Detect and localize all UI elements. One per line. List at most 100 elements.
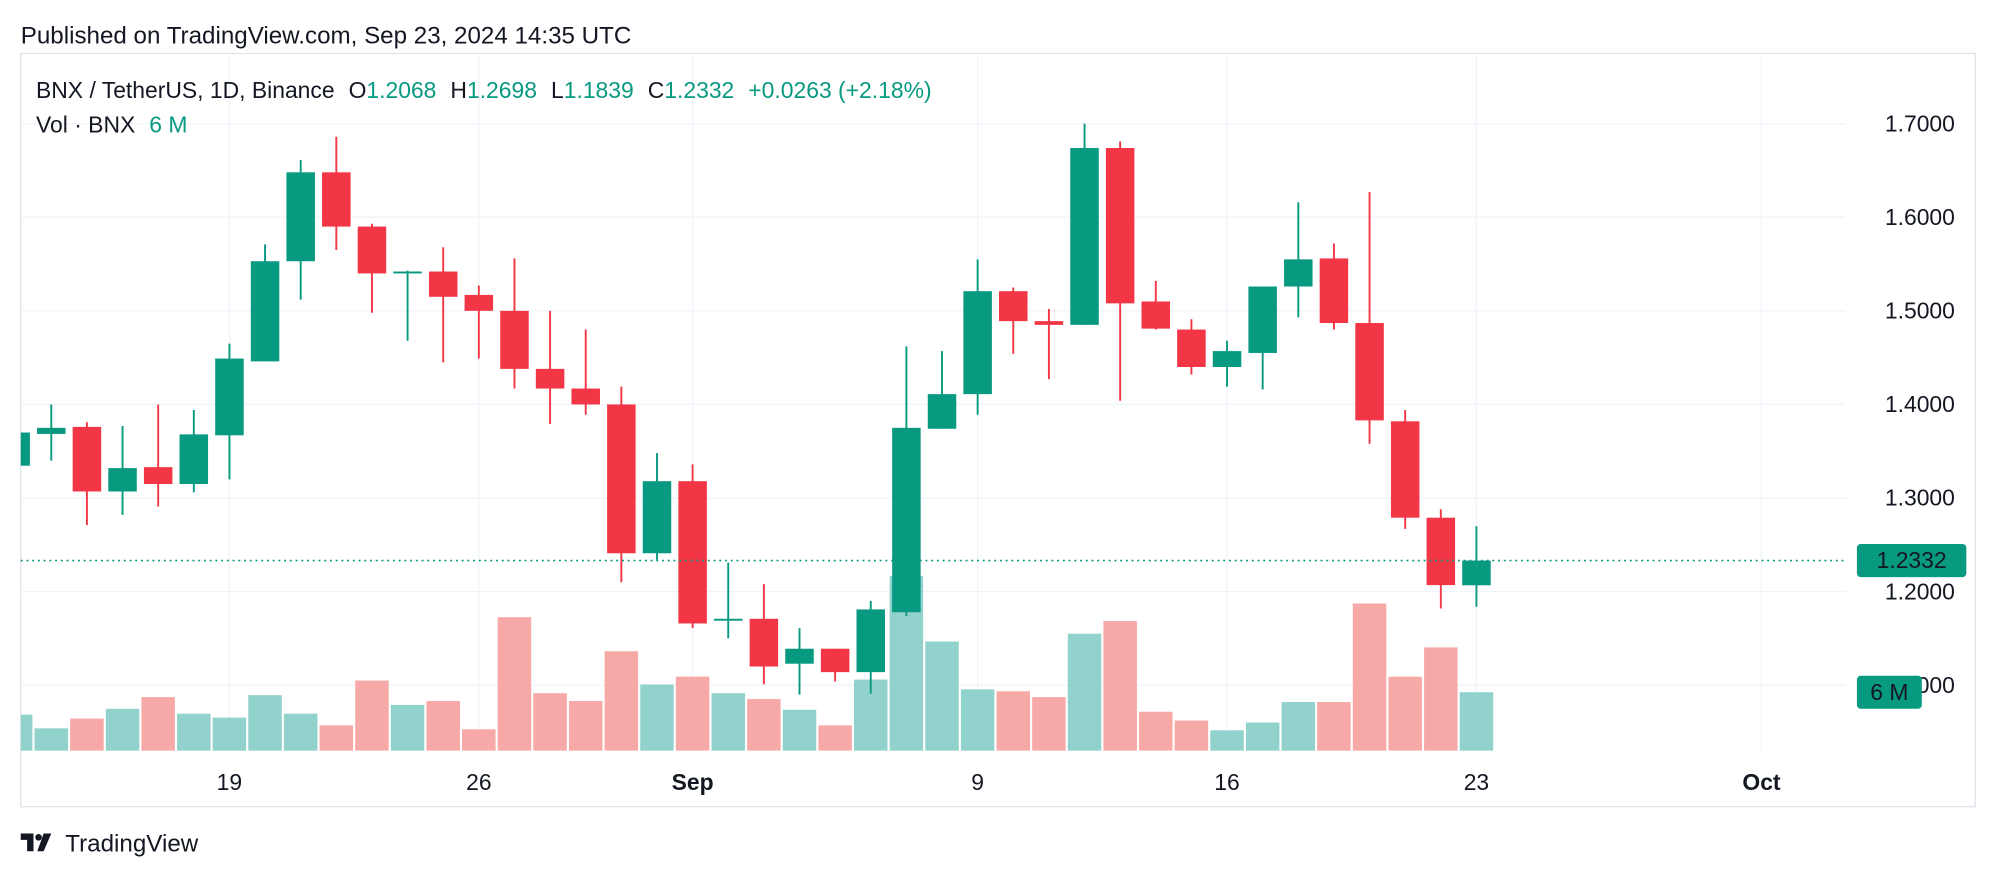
volume-bar <box>283 713 318 751</box>
candle-body <box>108 468 137 492</box>
volume-bar <box>1032 697 1066 751</box>
x-tick-label: 19 <box>217 769 242 795</box>
volume-legend: Vol · BNX 6 M <box>36 111 187 137</box>
tradingview-logo <box>20 833 52 852</box>
candle-body <box>535 368 565 389</box>
volume-bar <box>1281 701 1316 751</box>
volume-bar <box>319 725 354 751</box>
candle-body <box>856 609 886 673</box>
volume-bar <box>1103 621 1137 751</box>
volume-bar <box>711 693 745 751</box>
volume-bar <box>675 676 710 751</box>
candle-body <box>1426 517 1456 586</box>
candle-body <box>1034 321 1064 325</box>
volume-bar <box>497 617 532 751</box>
ohlc-label: L <box>551 77 564 103</box>
volume-bar <box>141 697 175 751</box>
volume-bar <box>1139 711 1173 751</box>
candle-body <box>143 467 173 484</box>
x-tick-label: Sep <box>672 769 714 795</box>
volume-tag-label: 6 M <box>1870 679 1908 705</box>
candle-body <box>713 618 743 621</box>
volume-bar <box>1388 676 1422 751</box>
candle-body <box>820 648 850 673</box>
candle-body <box>571 388 600 405</box>
axis-layer: 1926Sep91623Oct1.10001.20001.30001.40001… <box>20 110 1967 795</box>
volume-bar <box>248 695 282 751</box>
candle-body <box>927 394 957 429</box>
volume-bar <box>355 680 389 751</box>
volume-bar <box>390 704 425 751</box>
last-price-tag <box>1856 544 1967 578</box>
volume-bar <box>1459 692 1494 751</box>
volume-bar <box>604 651 639 751</box>
ohlc-label: C <box>648 77 665 103</box>
x-tick-label: 23 <box>1464 769 1489 795</box>
volume-bar <box>426 701 460 751</box>
volume-bar <box>568 701 603 751</box>
volume-bar <box>925 641 959 751</box>
candle-body <box>500 310 529 369</box>
candle-body <box>179 434 209 484</box>
volume-bar <box>533 693 567 751</box>
candle-body <box>1319 258 1349 324</box>
volume-bar <box>462 729 496 751</box>
volume-bar <box>782 709 817 751</box>
candle-body <box>322 172 351 227</box>
volume-bar <box>20 714 33 751</box>
candle-body <box>1284 259 1313 287</box>
volume-bar <box>1067 633 1102 751</box>
volume-bar <box>1352 603 1387 751</box>
volume-bar <box>1174 720 1209 751</box>
y-tick-label: 1.7000 <box>1885 110 1955 136</box>
volume-bar <box>212 717 247 751</box>
volume-bar <box>1317 701 1351 751</box>
volume-bar <box>640 684 674 751</box>
footer-brand: TradingView <box>65 830 198 857</box>
candle-body <box>892 427 921 613</box>
volume-bar <box>1245 722 1280 751</box>
candle-body <box>1212 351 1242 367</box>
volume-bar <box>1210 730 1244 751</box>
change-text: +0.0263 (+2.18%) <box>748 77 931 103</box>
volume-title: Vol · BNX <box>36 111 135 137</box>
volume-tag <box>1856 675 1922 709</box>
candle-body <box>1105 147 1135 304</box>
candle-body <box>749 618 779 667</box>
candle-body <box>393 271 422 274</box>
volume-layer <box>20 576 1494 751</box>
x-tick-label: Oct <box>1742 769 1781 795</box>
candle-body <box>357 226 387 274</box>
candle-body <box>286 172 315 262</box>
volume-bar <box>105 708 140 751</box>
candle-body <box>250 261 280 362</box>
ohlc-value: 1.2698 <box>467 77 537 103</box>
last-price-label: 1.2332 <box>1877 547 1947 573</box>
x-tick-label: 9 <box>971 769 984 795</box>
y-tick-label: 1.3000 <box>1885 485 1955 511</box>
candle-layer <box>20 123 1491 695</box>
volume-bar <box>818 725 852 751</box>
volume-bar <box>1424 647 1458 751</box>
legend-line: BNX / TetherUS, 1D, Binance O1.2068 H1.2… <box>36 77 932 103</box>
candle-body <box>1070 147 1099 325</box>
candle-body <box>1462 560 1491 586</box>
candle-body <box>1141 301 1171 329</box>
candle-body <box>20 432 30 466</box>
candle-body <box>785 648 814 664</box>
x-tick-label: 26 <box>466 769 491 795</box>
ohlc-value: 1.1839 <box>564 77 634 103</box>
ohlc-label: O <box>349 77 367 103</box>
ohlc-label: H <box>450 77 467 103</box>
ohlc-value: 1.2332 <box>664 77 734 103</box>
candle-body <box>642 481 672 554</box>
volume-bar <box>177 713 211 751</box>
published-line: Published on TradingView.com, Sep 23, 20… <box>21 22 632 49</box>
chart-frame <box>20 52 1976 808</box>
candle-body <box>1177 329 1206 367</box>
candle-body <box>428 271 458 297</box>
candle-body <box>999 291 1028 322</box>
volume-bar <box>996 691 1031 751</box>
y-tick-label: 1.5000 <box>1885 297 1955 323</box>
candle-body <box>37 427 66 434</box>
